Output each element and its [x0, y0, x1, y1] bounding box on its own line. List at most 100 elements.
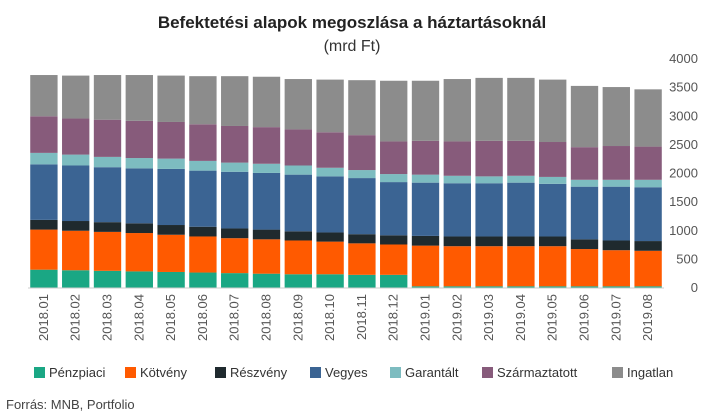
bar-2018.06-series-1	[189, 236, 217, 273]
x-tick-label: 2019.03	[481, 294, 496, 341]
bar-2018.09-series-4	[284, 165, 312, 175]
bar-2018.09-series-2	[284, 231, 312, 241]
bar-2018.05-series-4	[157, 158, 185, 169]
bar-2018.04-series-1	[125, 233, 153, 272]
bar-2018.05-series-5	[157, 121, 185, 159]
bar-2018.12-series-2	[380, 235, 408, 245]
bar-2019.04-series-5	[507, 140, 535, 176]
bar-2018.12-series-5	[380, 141, 408, 175]
bar-2018.04-series-3	[125, 168, 153, 224]
bar-2018.09-series-6	[284, 79, 312, 130]
bar-2018.09-series-1	[284, 240, 312, 275]
legend-swatch	[612, 367, 623, 378]
bar-2018.04-series-2	[125, 223, 153, 234]
bar-2018.07-series-6	[221, 76, 249, 126]
bar-2018.06-series-4	[189, 160, 217, 171]
bar-2018.01-series-5	[30, 116, 58, 153]
bar-2018.08-series-4	[252, 163, 281, 173]
bar-2018.02-series-2	[62, 221, 90, 231]
bar-2019.02-series-5	[443, 141, 471, 176]
bar-2019.05-series-1	[539, 246, 567, 287]
bar-2018.05-series-0	[157, 271, 185, 288]
bar-2018.11-series-0	[348, 274, 376, 288]
bar-2019.04-series-4	[507, 175, 535, 183]
bar-2019.03-series-2	[475, 236, 503, 247]
bar-area	[28, 75, 664, 289]
bar-2018.06-series-0	[189, 272, 217, 288]
bar-2019.06-series-1	[570, 249, 599, 287]
bar-2019.08-series-5	[634, 146, 662, 180]
bar-2018.10-series-2	[316, 232, 344, 242]
bar-2018.06-series-2	[189, 226, 217, 237]
bar-2018.02-series-4	[62, 154, 90, 166]
bar-2018.07-series-1	[221, 238, 249, 274]
bar-2018.03-series-5	[93, 119, 122, 157]
x-tick-label: 2018.12	[386, 294, 401, 341]
legend-label: Kötvény	[140, 365, 187, 380]
bar-2018.08-series-3	[252, 172, 281, 230]
bar-2018.03-series-0	[93, 270, 122, 288]
bar-2019.08-series-0	[634, 286, 662, 288]
y-tick-label: 2000	[669, 166, 698, 181]
x-tick-label: 2018.04	[131, 294, 146, 341]
bar-2019.08-series-6	[634, 89, 662, 147]
bar-2018.11-series-2	[348, 234, 376, 244]
bar-2019.03-series-6	[475, 77, 503, 141]
bar-2018.07-series-3	[221, 171, 249, 229]
bar-2019.05-series-4	[539, 176, 567, 184]
bar-2018.10-series-6	[316, 79, 344, 133]
chart-title: Befektetési alapok megoszlása a háztartá…	[158, 13, 546, 32]
bar-2018.11-series-6	[348, 80, 376, 136]
legend-swatch	[215, 367, 226, 378]
bar-2018.08-series-2	[252, 229, 281, 240]
bar-2019.07-series-6	[602, 87, 630, 147]
x-tick-label: 2018.08	[259, 294, 274, 341]
bar-2018.10-series-1	[316, 241, 344, 275]
legend-label: Garantált	[405, 365, 459, 380]
bar-2019.07-series-4	[602, 179, 630, 187]
bar-2018.12-series-1	[380, 244, 408, 275]
x-tick-label: 2019.07	[608, 294, 623, 341]
legend-label: Pénzpiaci	[49, 365, 105, 380]
bar-2019.04-series-2	[507, 236, 535, 247]
x-tick-label: 2018.06	[195, 294, 210, 341]
bar-2019.06-series-4	[570, 179, 599, 187]
bar-2019.02-series-6	[443, 79, 471, 142]
bar-2019.07-series-2	[602, 240, 630, 251]
bar-2018.03-series-1	[93, 231, 122, 271]
y-tick-label: 4000	[669, 51, 698, 66]
legend-label: Származtatott	[497, 365, 578, 380]
bar-2019.05-series-6	[539, 79, 567, 143]
bar-2018.01-series-3	[30, 164, 58, 220]
x-tick-label: 2019.01	[418, 294, 433, 341]
y-tick-label: 0	[691, 280, 698, 295]
x-tick-label: 2018.03	[100, 294, 115, 341]
bar-2019.05-series-5	[539, 142, 567, 177]
bar-2019.07-series-3	[602, 186, 630, 241]
bar-2018.04-series-5	[125, 120, 153, 159]
bar-2019.06-series-2	[570, 239, 599, 250]
bar-2018.03-series-4	[93, 156, 122, 168]
bar-2018.07-series-4	[221, 162, 249, 172]
bar-2018.03-series-2	[93, 222, 122, 232]
bar-2019.02-series-1	[443, 246, 471, 287]
bar-2019.01-series-1	[411, 245, 440, 287]
bar-2019.07-series-1	[602, 250, 630, 287]
bar-2019.08-series-1	[634, 250, 662, 287]
bar-2019.06-series-6	[570, 85, 599, 148]
bar-2018.11-series-1	[348, 243, 376, 275]
bar-2018.11-series-5	[348, 135, 376, 171]
bar-2018.01-series-0	[30, 269, 58, 288]
bar-2019.01-series-6	[411, 80, 440, 141]
bar-2019.01-series-2	[411, 235, 440, 246]
bar-2018.02-series-1	[62, 230, 90, 271]
bar-2018.08-series-0	[252, 273, 281, 288]
x-tick-label: 2018.09	[290, 294, 305, 341]
bar-2019.04-series-6	[507, 77, 535, 141]
x-tick-label: 2018.02	[68, 294, 83, 341]
bar-2018.12-series-4	[380, 174, 408, 183]
legend-swatch	[482, 367, 493, 378]
bar-2019.05-series-2	[539, 236, 567, 247]
bar-2018.02-series-3	[62, 165, 90, 222]
bar-2018.02-series-5	[62, 118, 90, 155]
